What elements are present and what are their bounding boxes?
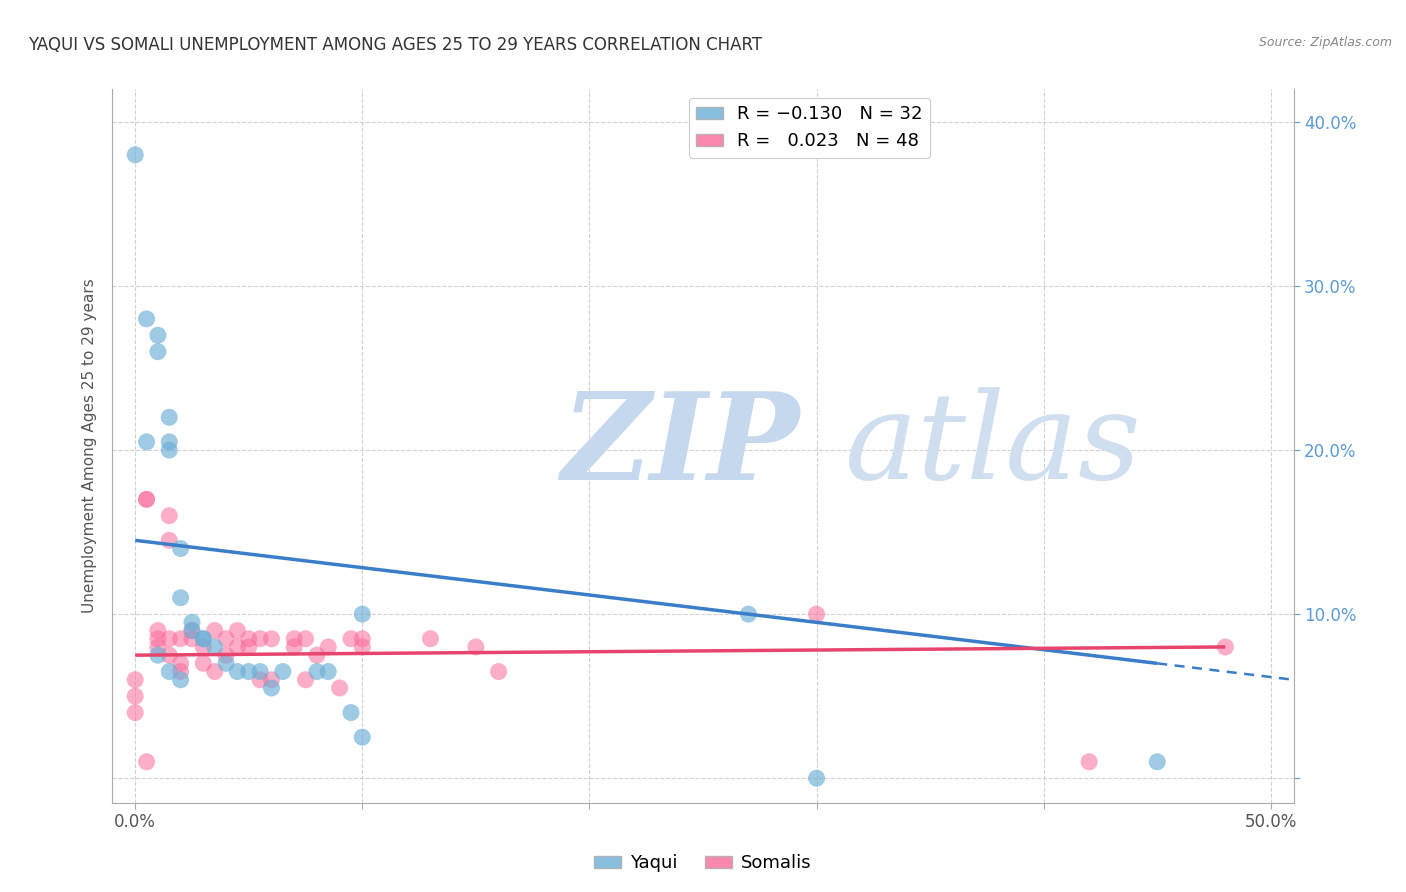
Somalis [157, 533, 180, 548]
Yaqui [181, 615, 204, 630]
Yaqui [806, 771, 828, 785]
Somalis [419, 632, 441, 646]
Yaqui [169, 591, 191, 605]
Somalis [215, 632, 238, 646]
Yaqui [146, 344, 169, 359]
Yaqui [193, 632, 215, 646]
Somalis [352, 640, 374, 654]
Yaqui [124, 148, 146, 162]
Somalis [193, 657, 215, 671]
Yaqui [204, 640, 226, 654]
Somalis [260, 673, 283, 687]
Somalis [329, 681, 352, 695]
Somalis [249, 673, 271, 687]
Somalis [157, 648, 180, 662]
Yaqui [226, 665, 249, 679]
Yaqui [135, 434, 157, 449]
Somalis [305, 648, 328, 662]
Yaqui [146, 328, 169, 343]
Text: ZIP: ZIP [561, 387, 800, 505]
Somalis [283, 640, 305, 654]
Somalis [464, 640, 486, 654]
Yaqui [352, 607, 374, 622]
Somalis [204, 624, 226, 638]
Somalis [181, 624, 204, 638]
Somalis [806, 607, 828, 622]
Yaqui [135, 311, 157, 326]
Somalis [135, 755, 157, 769]
Somalis [157, 508, 180, 523]
Somalis [124, 689, 146, 703]
Somalis [146, 640, 169, 654]
Somalis [249, 632, 271, 646]
Somalis [294, 673, 316, 687]
Yaqui [737, 607, 759, 622]
Yaqui [157, 434, 180, 449]
Yaqui [169, 673, 191, 687]
Somalis [283, 632, 305, 646]
Somalis [1215, 640, 1237, 654]
Somalis [146, 632, 169, 646]
Somalis [157, 632, 180, 646]
Yaqui [305, 665, 328, 679]
Yaqui [352, 730, 374, 744]
Yaqui [260, 681, 283, 695]
Yaqui [157, 665, 180, 679]
Somalis [260, 632, 283, 646]
Yaqui [157, 443, 180, 458]
Text: Source: ZipAtlas.com: Source: ZipAtlas.com [1258, 36, 1392, 49]
Somalis [294, 632, 316, 646]
Somalis [340, 632, 363, 646]
Yaqui [193, 632, 215, 646]
Legend: Yaqui, Somalis: Yaqui, Somalis [588, 847, 818, 880]
Yaqui [181, 624, 204, 638]
Somalis [169, 665, 191, 679]
Yaqui [1146, 755, 1168, 769]
Somalis [238, 632, 260, 646]
Somalis [316, 640, 339, 654]
Yaqui [169, 541, 191, 556]
Somalis [193, 640, 215, 654]
Somalis [124, 706, 146, 720]
Yaqui [316, 665, 339, 679]
Somalis [146, 624, 169, 638]
Somalis [124, 673, 146, 687]
Text: atlas: atlas [845, 387, 1142, 505]
Somalis [215, 648, 238, 662]
Yaqui [157, 410, 180, 425]
Somalis [181, 632, 204, 646]
Somalis [226, 640, 249, 654]
Somalis [488, 665, 510, 679]
Somalis [1078, 755, 1101, 769]
Somalis [226, 624, 249, 638]
Yaqui [238, 665, 260, 679]
Somalis [204, 665, 226, 679]
Somalis [169, 632, 191, 646]
Somalis [169, 657, 191, 671]
Somalis [135, 492, 157, 507]
Yaqui [146, 648, 169, 662]
Yaqui [215, 657, 238, 671]
Y-axis label: Unemployment Among Ages 25 to 29 years: Unemployment Among Ages 25 to 29 years [82, 278, 97, 614]
Text: YAQUI VS SOMALI UNEMPLOYMENT AMONG AGES 25 TO 29 YEARS CORRELATION CHART: YAQUI VS SOMALI UNEMPLOYMENT AMONG AGES … [28, 36, 762, 54]
Yaqui [340, 706, 363, 720]
Yaqui [271, 665, 294, 679]
Yaqui [249, 665, 271, 679]
Somalis [135, 492, 157, 507]
Somalis [238, 640, 260, 654]
Somalis [352, 632, 374, 646]
